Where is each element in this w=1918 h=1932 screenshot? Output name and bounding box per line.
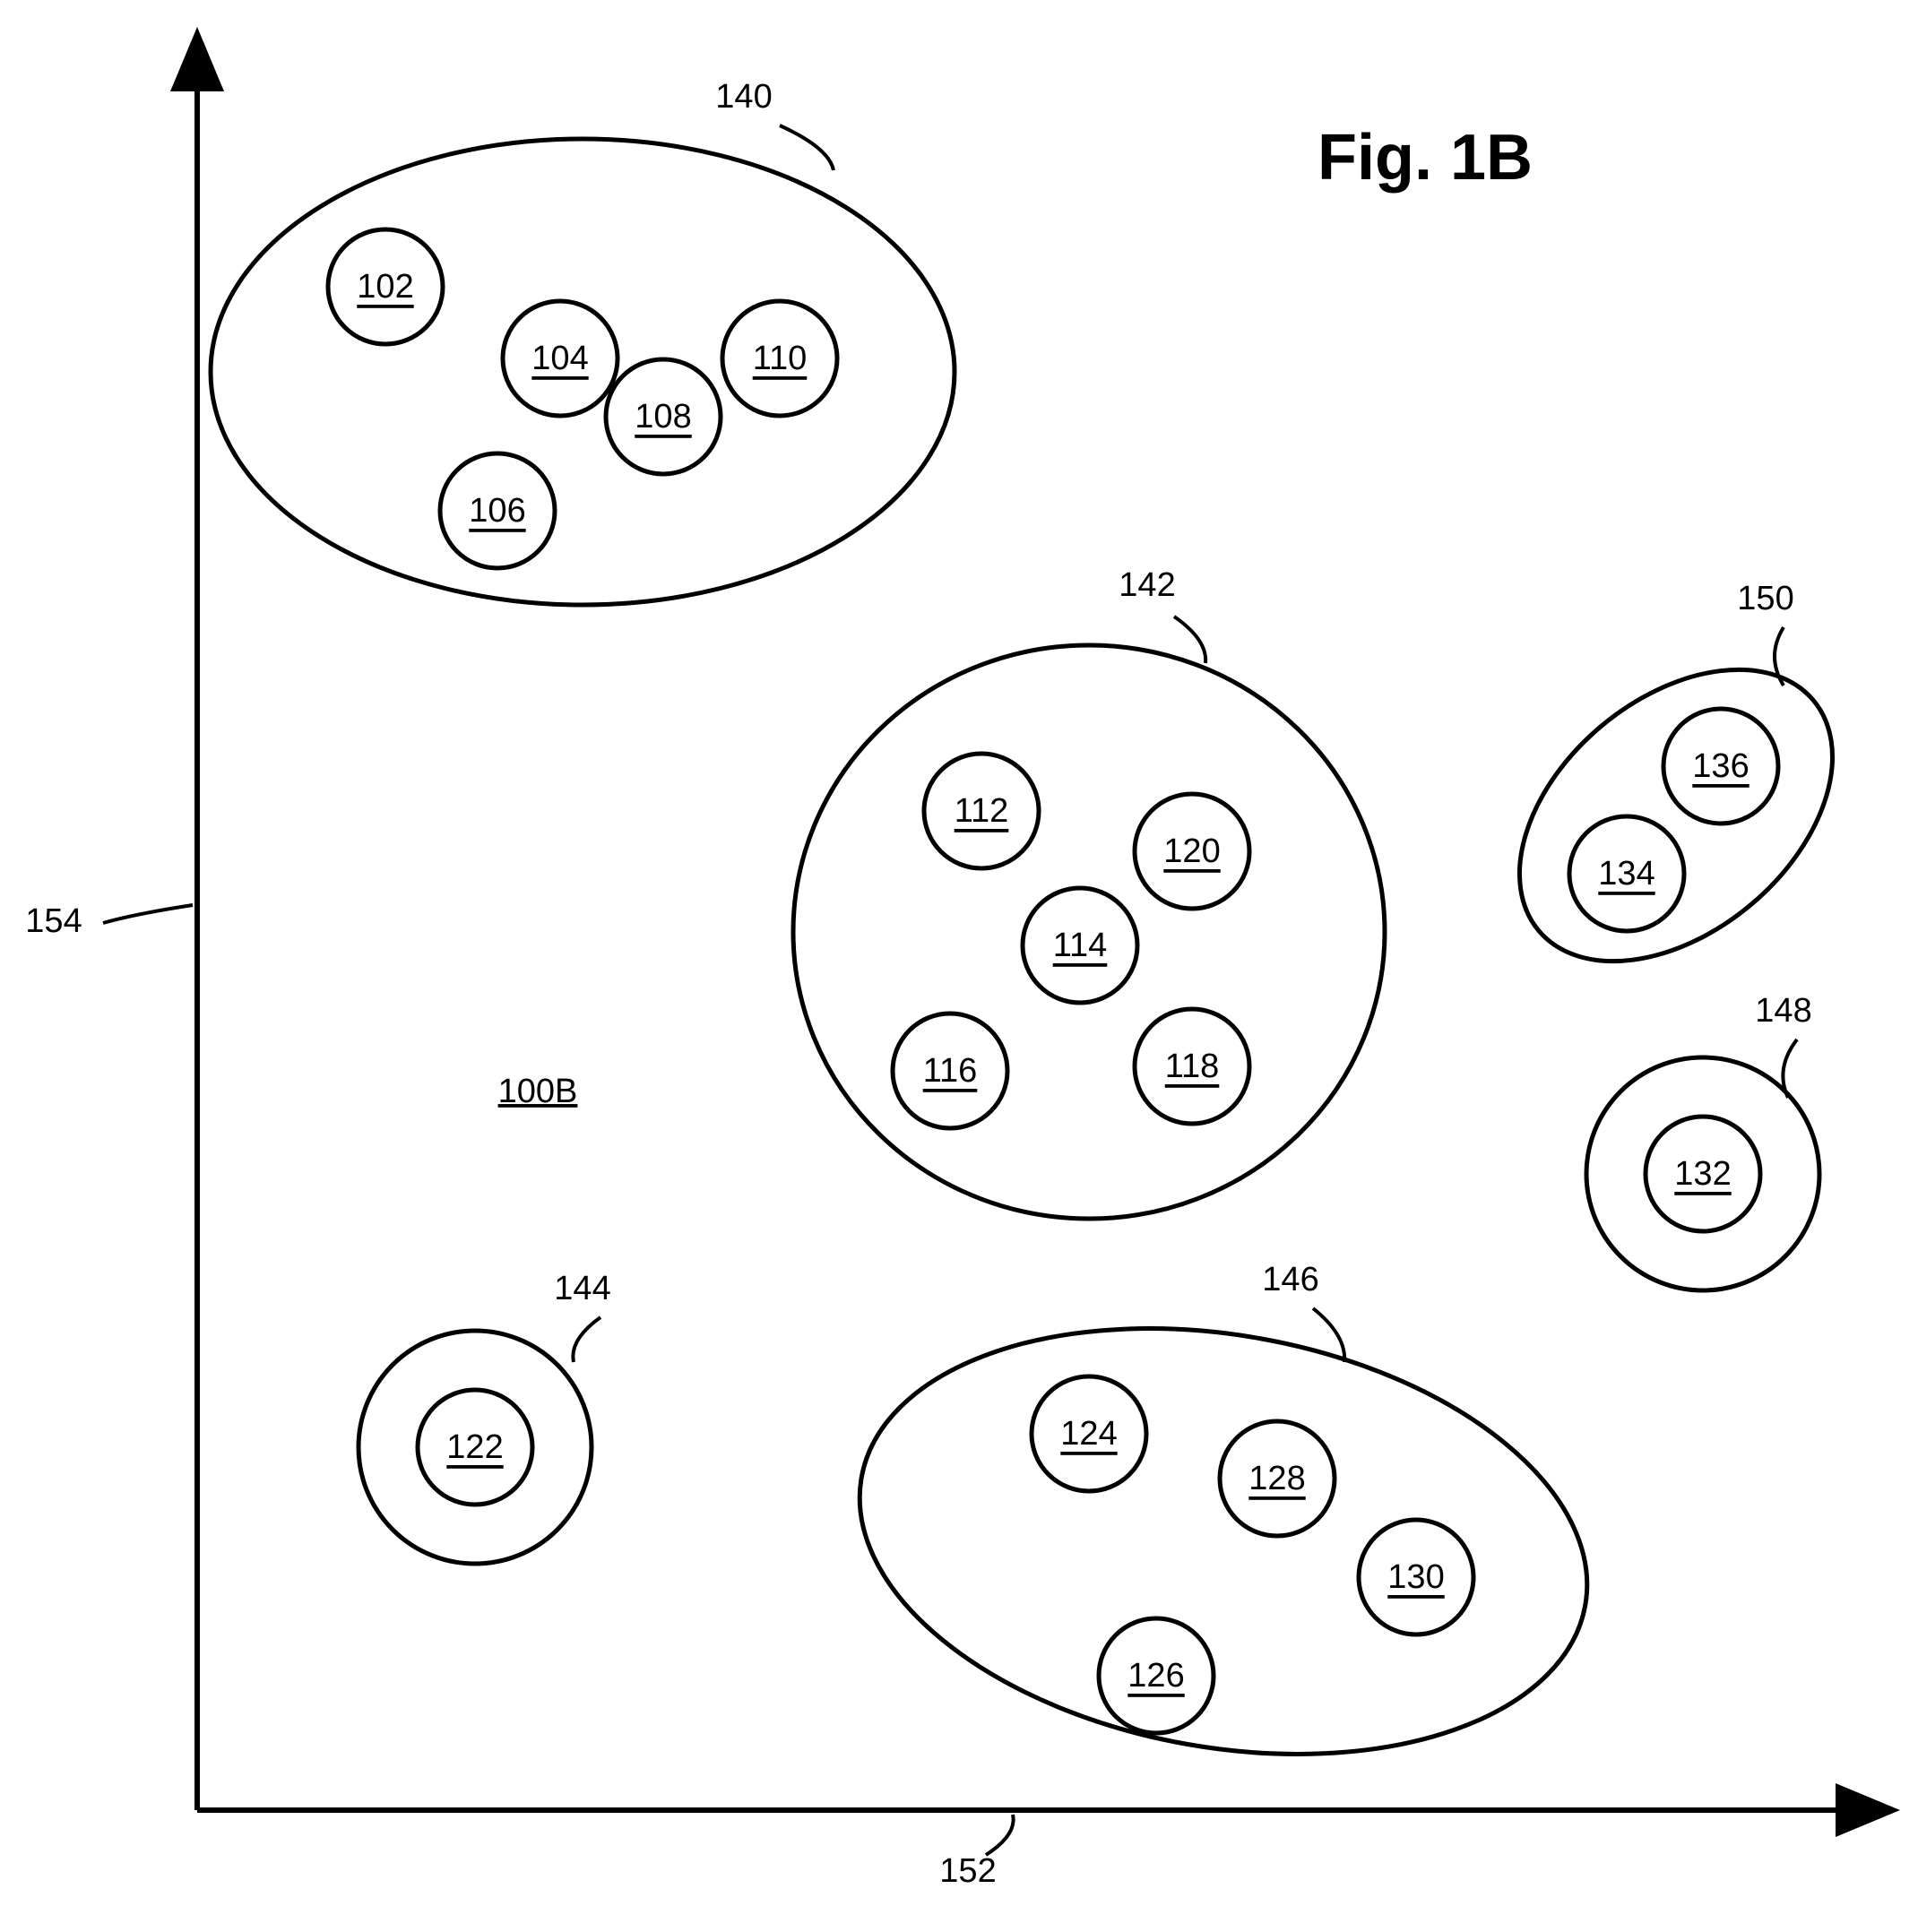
- cluster-ref-140: 140: [715, 78, 772, 116]
- cluster-148: 148 132: [1586, 992, 1819, 1290]
- node-label-114: 114: [1053, 927, 1108, 964]
- cluster-ref-142: 142: [1119, 566, 1175, 604]
- cluster-142: 142 112 120 114 116 118: [793, 566, 1385, 1219]
- axes: 152 154: [25, 81, 1846, 1890]
- cluster-140: 140 102 104 108 110 106: [211, 78, 955, 605]
- node-label-128: 128: [1248, 1460, 1305, 1497]
- node-label-130: 130: [1387, 1558, 1444, 1596]
- node-label-116: 116: [923, 1052, 978, 1090]
- cluster-ref-144: 144: [554, 1270, 610, 1307]
- leader-line: [780, 125, 834, 170]
- cluster-ref-146: 146: [1262, 1261, 1318, 1298]
- clusters-layer: 1401021041081101061421121201141161181441…: [211, 78, 1888, 1808]
- node-label-136: 136: [1692, 747, 1749, 785]
- cluster-144: 144 122: [359, 1270, 611, 1564]
- leader-line: [573, 1317, 600, 1362]
- node-label-102: 102: [357, 268, 413, 306]
- node-label-126: 126: [1127, 1657, 1184, 1695]
- node-label-106: 106: [469, 492, 525, 530]
- node-label-118: 118: [1165, 1048, 1220, 1085]
- x-axis-ref: 152: [939, 1852, 996, 1890]
- node-label-124: 124: [1060, 1415, 1117, 1453]
- leader-line: [1174, 617, 1205, 663]
- node-label-108: 108: [635, 398, 691, 436]
- cluster-ellipse: [825, 1274, 1620, 1807]
- figure-title: Fig. 1B: [1318, 122, 1533, 194]
- node-label-120: 120: [1163, 832, 1220, 870]
- cluster-146: 146 124 128 130 126: [825, 1261, 1620, 1808]
- cluster-ellipse: [1464, 611, 1888, 1020]
- leader-line: [986, 1815, 1014, 1855]
- cluster-ref-150: 150: [1737, 580, 1793, 617]
- cluster-diagram: Fig. 1B 152154 1401021041081101061421121…: [0, 0, 1918, 1932]
- node-label-122: 122: [446, 1428, 503, 1466]
- cluster-150: 150 136 134: [1464, 580, 1888, 1020]
- leader-line: [103, 905, 193, 923]
- node-label-132: 132: [1674, 1155, 1731, 1193]
- y-axis-ref: 154: [25, 902, 82, 940]
- node-label-110: 110: [753, 340, 808, 377]
- plot-area-label: 100B: [498, 1073, 578, 1110]
- node-label-112: 112: [955, 792, 1009, 830]
- node-label-134: 134: [1598, 855, 1654, 893]
- cluster-ref-148: 148: [1755, 992, 1811, 1030]
- node-label-104: 104: [531, 340, 588, 377]
- leader-line: [1783, 1039, 1797, 1098]
